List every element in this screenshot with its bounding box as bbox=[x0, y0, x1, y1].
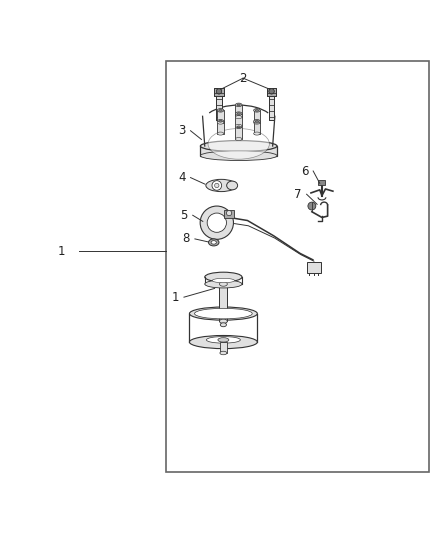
Bar bbox=[269, 96, 274, 120]
Bar bbox=[201, 146, 277, 156]
Ellipse shape bbox=[227, 181, 237, 190]
Ellipse shape bbox=[255, 109, 258, 111]
Bar bbox=[318, 180, 325, 185]
Circle shape bbox=[200, 206, 233, 239]
Bar bbox=[269, 96, 274, 120]
Ellipse shape bbox=[211, 241, 216, 244]
Ellipse shape bbox=[205, 272, 242, 282]
Circle shape bbox=[308, 202, 316, 210]
Ellipse shape bbox=[236, 125, 242, 128]
Bar bbox=[214, 88, 224, 96]
Ellipse shape bbox=[218, 338, 229, 342]
Circle shape bbox=[216, 88, 222, 94]
Bar bbox=[220, 342, 227, 353]
Ellipse shape bbox=[200, 151, 277, 160]
Ellipse shape bbox=[208, 239, 219, 246]
Ellipse shape bbox=[237, 113, 240, 115]
Bar bbox=[236, 105, 242, 117]
Text: 5: 5 bbox=[180, 209, 187, 222]
Bar bbox=[236, 127, 242, 139]
Bar bbox=[254, 110, 260, 123]
Bar bbox=[214, 88, 224, 96]
Circle shape bbox=[216, 88, 222, 94]
Ellipse shape bbox=[237, 126, 240, 128]
Bar bbox=[217, 122, 224, 134]
Text: 3: 3 bbox=[178, 124, 185, 137]
Ellipse shape bbox=[217, 109, 224, 112]
Ellipse shape bbox=[220, 351, 227, 355]
Ellipse shape bbox=[254, 121, 260, 124]
Ellipse shape bbox=[217, 119, 224, 123]
Ellipse shape bbox=[236, 116, 242, 119]
Bar bbox=[267, 88, 276, 96]
Ellipse shape bbox=[189, 335, 257, 349]
Ellipse shape bbox=[217, 132, 224, 135]
Ellipse shape bbox=[236, 103, 242, 107]
Circle shape bbox=[269, 88, 274, 94]
Ellipse shape bbox=[189, 307, 257, 320]
Circle shape bbox=[226, 211, 232, 216]
Ellipse shape bbox=[236, 112, 242, 115]
Text: 4: 4 bbox=[178, 171, 186, 184]
Bar bbox=[254, 122, 260, 134]
Ellipse shape bbox=[219, 120, 222, 122]
Text: 8: 8 bbox=[183, 232, 190, 245]
Bar bbox=[219, 284, 227, 321]
Ellipse shape bbox=[254, 132, 260, 135]
Bar bbox=[166, 61, 429, 472]
Bar bbox=[267, 88, 276, 96]
Text: 7: 7 bbox=[294, 188, 302, 201]
Ellipse shape bbox=[254, 119, 260, 123]
Ellipse shape bbox=[212, 278, 235, 282]
Ellipse shape bbox=[206, 179, 237, 191]
Ellipse shape bbox=[237, 104, 240, 106]
Circle shape bbox=[269, 88, 274, 94]
Text: 1: 1 bbox=[57, 245, 65, 257]
Ellipse shape bbox=[200, 141, 277, 151]
Ellipse shape bbox=[220, 323, 226, 327]
Ellipse shape bbox=[219, 109, 222, 111]
Ellipse shape bbox=[208, 128, 269, 159]
Text: 1: 1 bbox=[171, 290, 179, 304]
Ellipse shape bbox=[205, 280, 242, 288]
Text: 6: 6 bbox=[300, 165, 308, 177]
Ellipse shape bbox=[194, 308, 252, 319]
Bar bbox=[216, 96, 222, 120]
Ellipse shape bbox=[236, 124, 242, 127]
Ellipse shape bbox=[217, 121, 224, 124]
Bar bbox=[307, 262, 321, 273]
Ellipse shape bbox=[255, 120, 258, 122]
Ellipse shape bbox=[219, 282, 227, 286]
Text: 2: 2 bbox=[239, 71, 247, 85]
Bar bbox=[217, 110, 224, 123]
Circle shape bbox=[207, 213, 226, 232]
Ellipse shape bbox=[236, 138, 242, 141]
Ellipse shape bbox=[206, 336, 240, 343]
Bar bbox=[224, 211, 234, 219]
Circle shape bbox=[215, 183, 219, 188]
Bar bbox=[216, 96, 222, 120]
Ellipse shape bbox=[219, 319, 227, 324]
Circle shape bbox=[212, 181, 222, 190]
Ellipse shape bbox=[254, 109, 260, 112]
Bar bbox=[236, 114, 242, 126]
